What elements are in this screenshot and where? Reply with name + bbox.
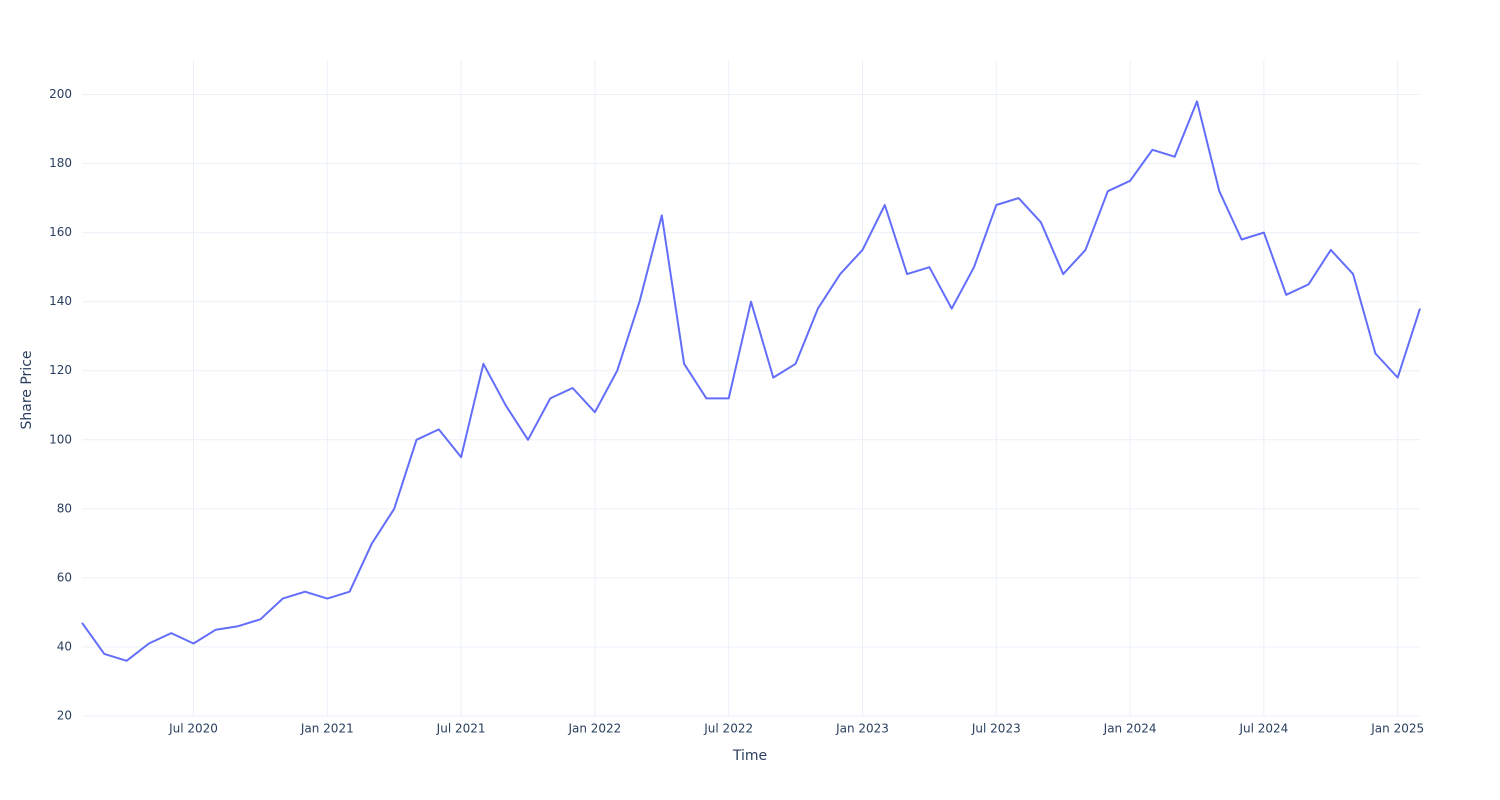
y-tick-label: 180 [49, 156, 72, 170]
line-series [81, 100, 1421, 662]
x-tick-label: Jul 2020 [168, 722, 218, 736]
x-tick-label: Jul 2023 [971, 722, 1021, 736]
y-tick-label: 20 [57, 709, 72, 723]
x-axis-title: Time [732, 748, 767, 764]
y-tick-label: 140 [49, 294, 72, 308]
x-tick-label: Jan 2021 [300, 722, 354, 736]
x-tick-label: Jan 2024 [1103, 722, 1157, 736]
x-tick-label: Jul 2021 [436, 722, 486, 736]
x-tick-label: Jul 2022 [703, 722, 753, 736]
y-tick-label: 60 [57, 570, 72, 584]
y-tick-label: 160 [49, 225, 72, 239]
y-tick-label: 120 [49, 363, 72, 377]
x-tick-label: Jan 2025 [1370, 722, 1424, 736]
y-tick-label: 80 [57, 501, 72, 515]
y-axis-title: Share Price [19, 350, 35, 429]
y-tick-label: 100 [49, 432, 72, 446]
x-tick-label: Jan 2023 [835, 722, 889, 736]
x-tick-label: Jan 2022 [567, 722, 621, 736]
x-tick-label: Jul 2024 [1238, 722, 1288, 736]
y-tick-label: 200 [49, 87, 72, 101]
y-tick-label: 40 [57, 639, 72, 653]
